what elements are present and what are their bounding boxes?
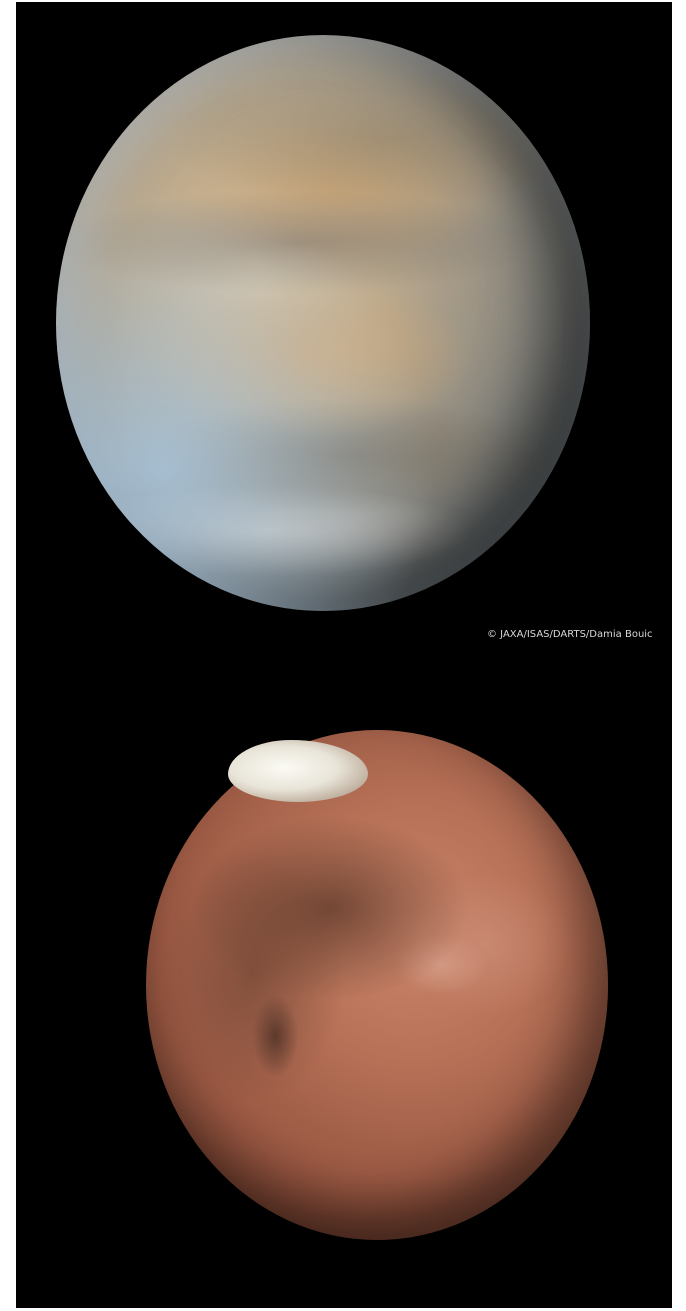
mars-polar-ice-cap xyxy=(228,740,368,802)
image-credit: © JAXA/ISAS/DARTS/Damia Bouic xyxy=(487,629,653,640)
photo-frame xyxy=(16,2,672,1308)
mars-planet-image xyxy=(146,730,608,1240)
venus-planet-image xyxy=(56,35,590,611)
